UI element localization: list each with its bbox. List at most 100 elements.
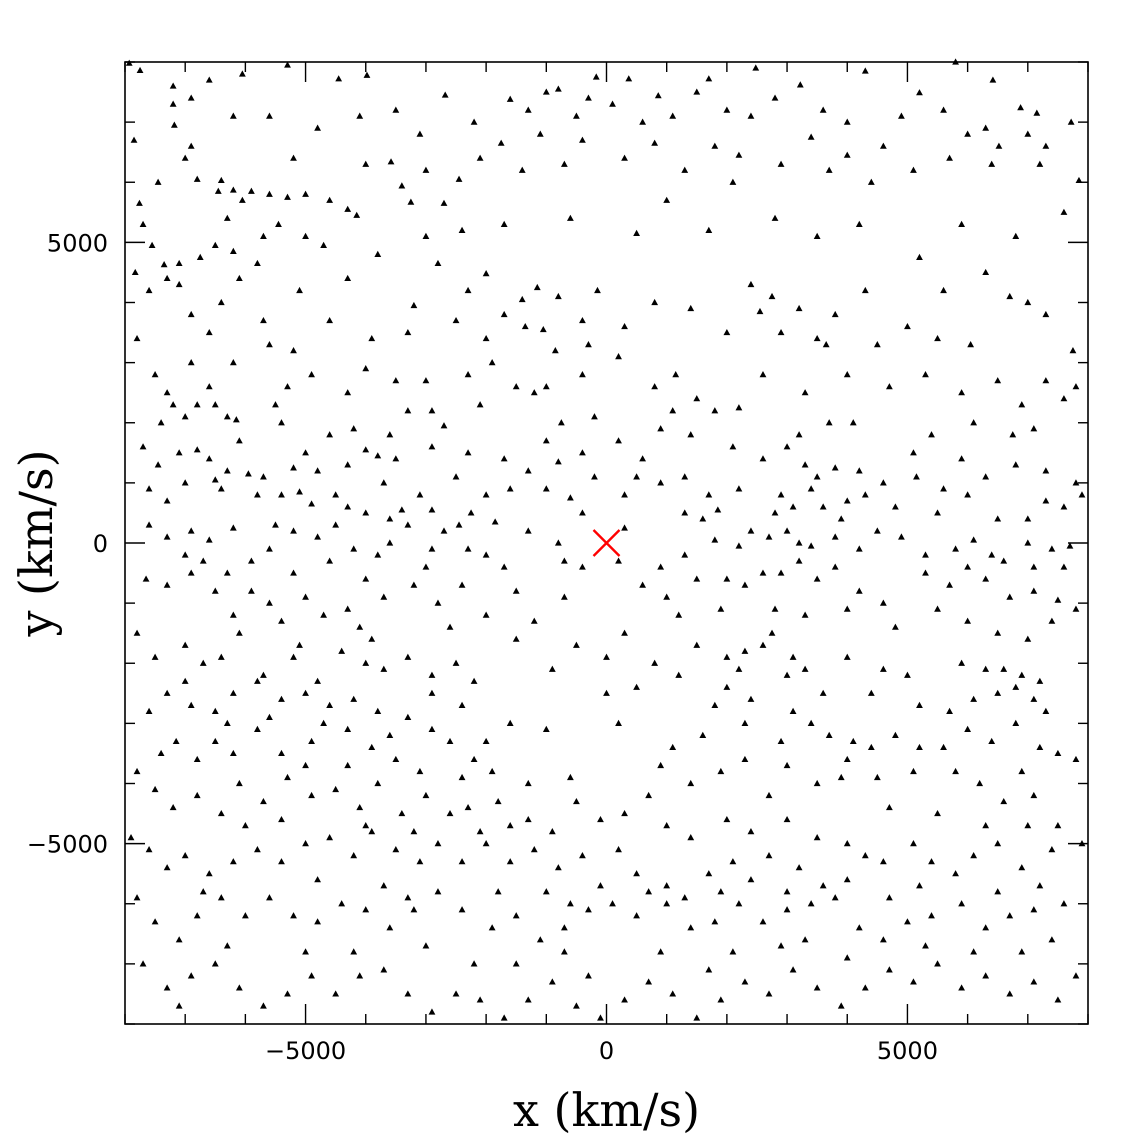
data-point [946, 581, 953, 588]
data-point [958, 900, 966, 907]
data-point [368, 743, 376, 751]
data-point [837, 515, 845, 522]
data-point [813, 232, 821, 239]
data-point [494, 797, 502, 805]
data-point [837, 1002, 845, 1009]
data-point [922, 371, 929, 378]
data-point [615, 437, 622, 444]
data-point [654, 92, 662, 99]
data-point [1006, 292, 1014, 300]
data-point [801, 611, 809, 618]
data-point [193, 175, 201, 182]
data-point [260, 232, 267, 239]
data-point [302, 593, 309, 600]
data-point [434, 888, 442, 895]
data-point [539, 325, 547, 333]
data-point [1036, 160, 1044, 167]
data-point [266, 112, 273, 119]
data-point [136, 66, 144, 74]
data-point [290, 653, 297, 660]
data-point [663, 900, 671, 907]
data-point [380, 479, 388, 486]
data-point [705, 870, 713, 877]
data-point [554, 539, 562, 546]
data-point [989, 76, 997, 83]
data-point [657, 761, 665, 769]
data-point [861, 286, 869, 294]
data-point [217, 176, 225, 184]
data-point [579, 852, 586, 859]
data-point [440, 422, 448, 429]
data-point [314, 124, 321, 131]
data-point [615, 719, 622, 726]
data-point [422, 232, 430, 239]
data-point [241, 821, 249, 829]
data-point [843, 876, 851, 883]
data-point [410, 906, 418, 913]
data-point [663, 196, 671, 203]
data-point [488, 767, 496, 775]
data-point [621, 809, 628, 817]
data-point [1018, 401, 1026, 408]
data-point [1012, 232, 1020, 239]
data-point [214, 187, 222, 194]
data-point [326, 701, 334, 708]
data-point [131, 268, 139, 276]
data-point [512, 635, 520, 642]
data-point [813, 334, 821, 342]
data-point [765, 533, 773, 540]
data-point [380, 882, 388, 889]
data-point [193, 446, 201, 453]
data-point [910, 166, 917, 173]
data-point [916, 743, 923, 751]
data-point [1072, 972, 1080, 979]
data-point [235, 629, 243, 636]
data-point [320, 241, 328, 248]
data-point [157, 419, 165, 426]
data-point [913, 473, 920, 480]
data-point [633, 912, 640, 919]
data-point [205, 383, 213, 390]
data-point [1036, 677, 1044, 684]
data-point [693, 1014, 701, 1021]
data-point [374, 779, 382, 787]
data-point [530, 846, 538, 853]
data-point [1030, 791, 1038, 799]
data-point [807, 900, 815, 907]
data-point [879, 599, 887, 606]
data-point [284, 773, 291, 781]
data-point [211, 401, 219, 408]
data-point [127, 834, 135, 841]
data-point [1024, 635, 1032, 642]
data-point [1018, 767, 1026, 775]
data-point [548, 828, 556, 835]
data-point [597, 815, 604, 823]
data-point [837, 773, 845, 781]
data-point [645, 791, 653, 799]
data-point [1054, 596, 1062, 603]
data-point [296, 488, 303, 495]
data-point [1042, 707, 1050, 714]
data-point [199, 888, 207, 895]
data-point [560, 948, 568, 955]
data-point [512, 383, 520, 390]
data-point [777, 569, 785, 576]
data-point [801, 461, 809, 468]
data-point [332, 491, 340, 498]
data-point [822, 340, 830, 348]
data-point [687, 834, 695, 841]
data-point [1000, 665, 1008, 672]
y-axis-title: y (km/s) [9, 449, 63, 637]
data-point [1054, 821, 1062, 829]
data-point [621, 491, 628, 498]
data-point [819, 689, 827, 696]
data-point [308, 972, 315, 979]
data-point [320, 611, 328, 618]
data-point [133, 767, 141, 775]
data-point [1018, 864, 1026, 871]
data-point [518, 166, 526, 173]
data-point [910, 767, 917, 775]
data-point [160, 261, 168, 268]
data-point [506, 485, 514, 492]
data-point [723, 575, 731, 582]
